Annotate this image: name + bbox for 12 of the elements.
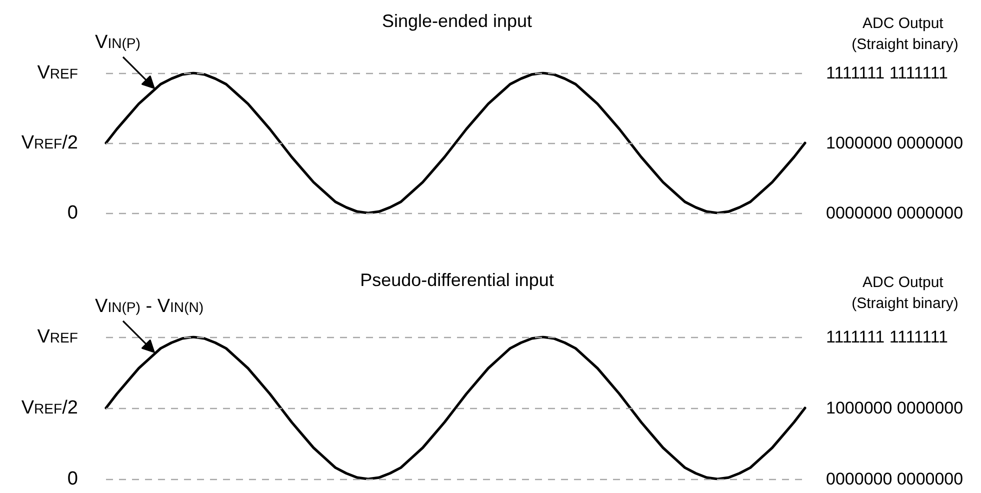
text: 1000000 0000000	[826, 134, 964, 152]
text: 0000000 0000000	[826, 470, 964, 488]
text: 1000000 0000000	[826, 398, 964, 418]
ref-line-label: 0	[67, 202, 78, 224]
y2-axis-title: ADC Output (Straight binary)	[852, 15, 958, 53]
ref-line-label: 0	[67, 468, 78, 490]
text: 1111111 1111111	[826, 64, 948, 82]
y2-axis-title: ADC Output (Straight binary)	[852, 274, 958, 312]
chart-title: Single-ended input	[382, 11, 532, 31]
text: 0000000 0000000	[826, 204, 964, 222]
chart-title: Pseudo-differential input	[360, 270, 554, 290]
text: 1111111 1111111	[826, 328, 948, 346]
